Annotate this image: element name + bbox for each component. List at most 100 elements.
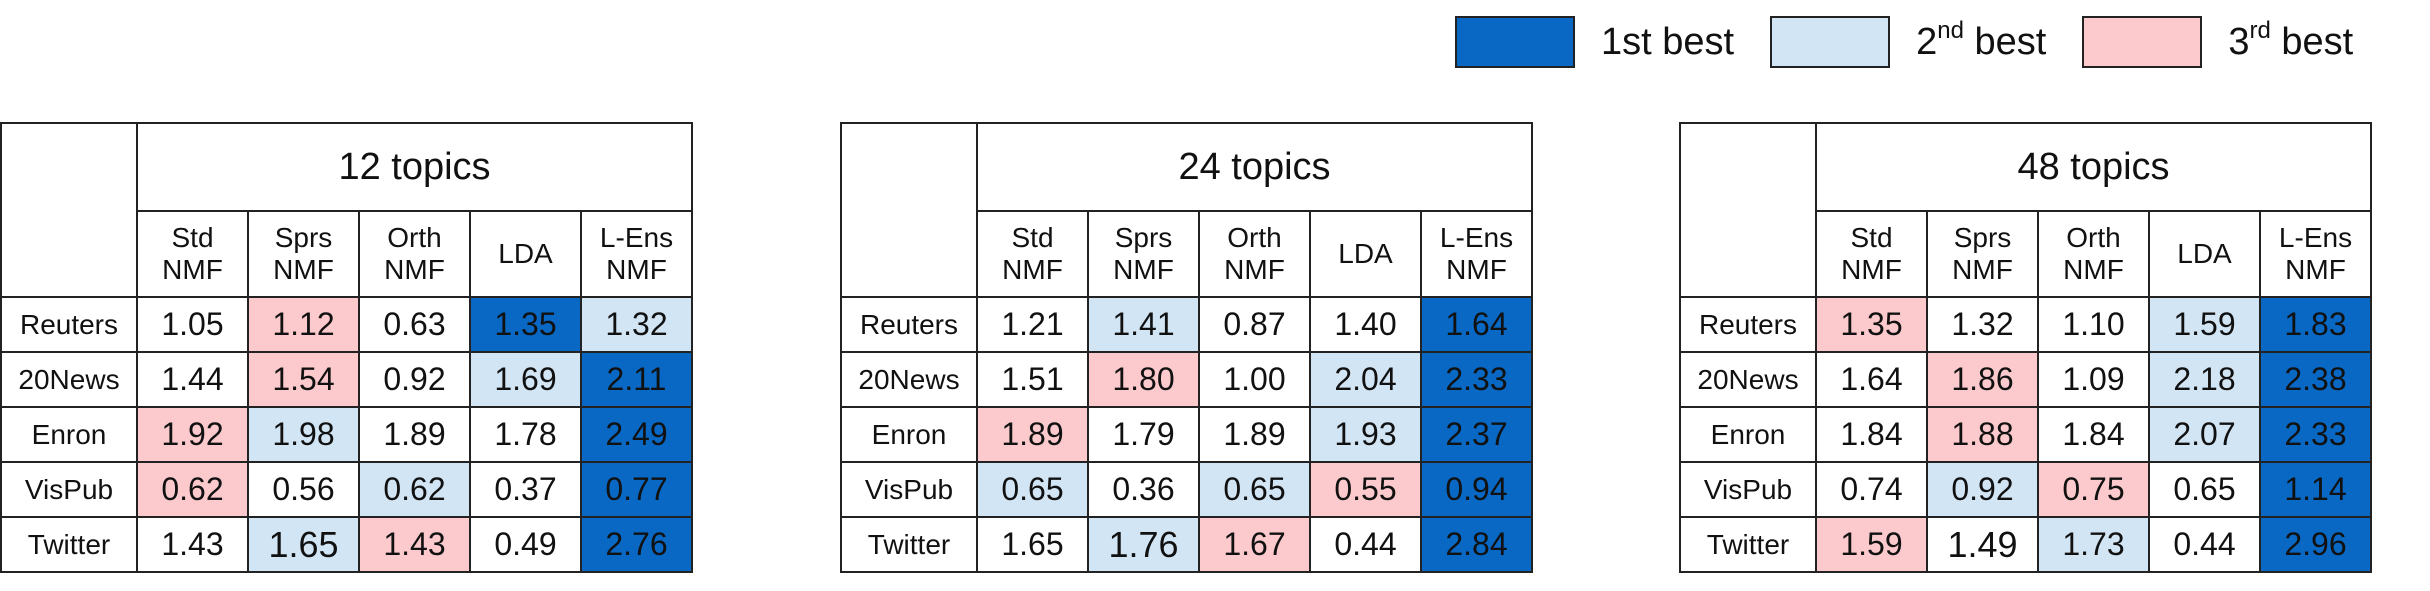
- value-cell: 1.64: [1815, 351, 1928, 408]
- value-cell: 1.76: [1087, 516, 1200, 573]
- value-cell: 1.14: [2259, 461, 2372, 518]
- title-row: 24 topics: [840, 122, 1533, 298]
- column-header-line2: NMF: [273, 254, 334, 285]
- column-header-line2: NMF: [384, 254, 445, 285]
- value-cell: 1.12: [247, 296, 360, 353]
- value-cell: 1.89: [976, 406, 1089, 463]
- value-cell: 1.43: [136, 516, 249, 573]
- value-cell: 1.67: [1198, 516, 1311, 573]
- table-row: VisPub 0.74 0.92 0.75 0.65 1.14: [1679, 461, 2372, 518]
- value-cell: 1.44: [136, 351, 249, 408]
- value-cell: 1.59: [1815, 516, 1928, 573]
- column-header-line2: NMF: [1952, 254, 2013, 285]
- value-cell: 1.79: [1087, 406, 1200, 463]
- corner-cell: [840, 122, 978, 298]
- column-header-row: Std NMF Sprs NMF Orth NMF LDA L-Ens NMF: [841, 210, 1533, 298]
- row-header: Twitter: [1679, 516, 1817, 573]
- table-row: 20News 1.44 1.54 0.92 1.69 2.11: [0, 351, 693, 408]
- value-cell: 0.75: [2037, 461, 2150, 518]
- column-header-line2: NMF: [1002, 254, 1063, 285]
- value-cell: 2.96: [2259, 516, 2372, 573]
- table-row: Enron 1.84 1.88 1.84 2.07 2.33: [1679, 406, 2372, 463]
- value-cell: 1.05: [136, 296, 249, 353]
- value-cell: 1.89: [1198, 406, 1311, 463]
- value-cell: 2.04: [1309, 351, 1422, 408]
- legend-item-first: 1st best: [1455, 16, 1734, 68]
- column-header-line2: NMF: [1446, 254, 1507, 285]
- table-row: Twitter 1.65 1.76 1.67 0.44 2.84: [840, 516, 1533, 573]
- row-header: VisPub: [840, 461, 978, 518]
- value-cell: 0.62: [136, 461, 249, 518]
- table-row: VisPub 0.65 0.36 0.65 0.55 0.94: [840, 461, 1533, 518]
- value-cell: 0.44: [1309, 516, 1422, 573]
- column-header-line2: NMF: [1841, 254, 1902, 285]
- table-24-topics: 24 topics Std NMF Sprs NMF Orth NMF LDA L-Ens NMF…: [840, 122, 1533, 573]
- value-cell: 1.21: [976, 296, 1089, 353]
- value-cell: 0.92: [358, 351, 471, 408]
- value-cell: 1.54: [247, 351, 360, 408]
- value-cell: 1.93: [1309, 406, 1422, 463]
- column-header: LDA: [1309, 210, 1422, 298]
- value-cell: 1.89: [358, 406, 471, 463]
- column-header-line2: NMF: [2285, 254, 2346, 285]
- value-cell: 2.18: [2148, 351, 2261, 408]
- table-title: 12 topics: [136, 122, 693, 212]
- row-header: Twitter: [840, 516, 978, 573]
- row-header: Enron: [0, 406, 138, 463]
- table-48-topics: 48 topics Std NMF Sprs NMF Orth NMF LDA L-Ens NMF…: [1679, 122, 2372, 573]
- value-cell: 0.63: [358, 296, 471, 353]
- legend-item-third: 3rd best: [2082, 16, 2353, 68]
- legend: 1st best 2nd best 3rd best: [1455, 12, 2353, 72]
- corner-cell: [0, 122, 138, 298]
- value-cell: 1.88: [1926, 406, 2039, 463]
- column-header: Orth NMF: [1198, 210, 1311, 298]
- column-header-line2: NMF: [2063, 254, 2124, 285]
- row-header: Reuters: [0, 296, 138, 353]
- legend-label-first: 1st best: [1601, 20, 1735, 63]
- value-cell: 0.94: [1420, 461, 1533, 518]
- value-cell: 2.49: [580, 406, 693, 463]
- row-header: VisPub: [1679, 461, 1817, 518]
- column-header-row: Std NMF Sprs NMF Orth NMF LDA L-Ens NMF: [1680, 210, 2372, 298]
- row-header: Reuters: [1679, 296, 1817, 353]
- value-cell: 1.78: [469, 406, 582, 463]
- value-cell: 2.84: [1420, 516, 1533, 573]
- table-row: Reuters 1.21 1.41 0.87 1.40 1.64: [840, 296, 1533, 353]
- value-cell: 0.74: [1815, 461, 1928, 518]
- corner-cell: [1679, 122, 1817, 298]
- row-header: 20News: [840, 351, 978, 408]
- table-title: 24 topics: [976, 122, 1533, 212]
- value-cell: 1.32: [580, 296, 693, 353]
- column-header-line1: Std: [1850, 222, 1893, 253]
- column-header-line2: NMF: [162, 254, 223, 285]
- row-header: 20News: [1679, 351, 1817, 408]
- value-cell: 2.38: [2259, 351, 2372, 408]
- value-cell: 1.64: [1420, 296, 1533, 353]
- row-header: VisPub: [0, 461, 138, 518]
- value-cell: 1.98: [247, 406, 360, 463]
- value-cell: 0.65: [2148, 461, 2261, 518]
- column-header-line1: LDA: [498, 238, 553, 269]
- value-cell: 1.84: [1815, 406, 1928, 463]
- value-cell: 0.87: [1198, 296, 1311, 353]
- table-12-topics: 12 topics Std NMF Sprs NMF Orth NMF LDA L-Ens NMF…: [0, 122, 693, 573]
- row-header: Twitter: [0, 516, 138, 573]
- table-row: Twitter 1.43 1.65 1.43 0.49 2.76: [0, 516, 693, 573]
- value-cell: 1.65: [247, 516, 360, 573]
- column-header: Std NMF: [136, 210, 249, 298]
- column-header-line1: Std: [1011, 222, 1054, 253]
- column-header-line1: LDA: [2177, 238, 2232, 269]
- value-cell: 2.37: [1420, 406, 1533, 463]
- legend-label-third: 3rd best: [2228, 16, 2354, 63]
- value-cell: 1.49: [1926, 516, 2039, 573]
- value-cell: 1.35: [1815, 296, 1928, 353]
- row-header: Reuters: [840, 296, 978, 353]
- value-cell: 2.33: [2259, 406, 2372, 463]
- column-header: L-Ens NMF: [2259, 210, 2372, 298]
- row-header: Enron: [1679, 406, 1817, 463]
- value-cell: 1.51: [976, 351, 1089, 408]
- title-row: 12 topics: [0, 122, 693, 298]
- column-header: L-Ens NMF: [1420, 210, 1533, 298]
- value-cell: 0.65: [1198, 461, 1311, 518]
- column-header-line2: NMF: [1224, 254, 1285, 285]
